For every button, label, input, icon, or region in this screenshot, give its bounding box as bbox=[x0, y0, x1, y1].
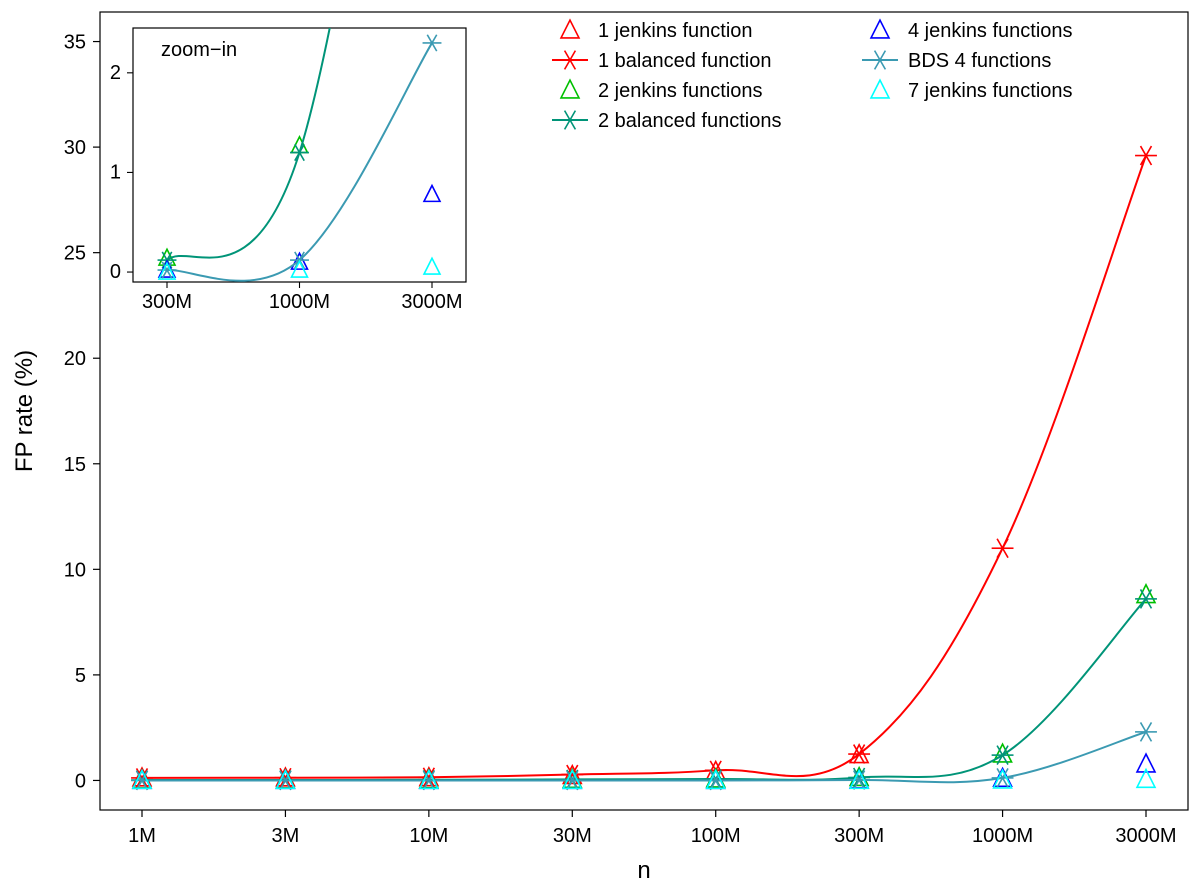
legend-item-balanced1: 1 balanced function bbox=[552, 50, 771, 72]
inset-title: zoom−in bbox=[161, 39, 237, 61]
y-tick-label: 5 bbox=[75, 665, 86, 687]
legend-label: BDS 4 functions bbox=[908, 50, 1051, 72]
x-tick-label: 30M bbox=[553, 825, 592, 847]
x-tick-label: 3M bbox=[272, 825, 300, 847]
inset-x-tick: 1000M bbox=[269, 291, 330, 313]
legend-item-jenkins4: 4 jenkins functions bbox=[871, 20, 1073, 42]
y-tick-label: 10 bbox=[64, 559, 86, 581]
legend-item-balanced2: 2 balanced functions bbox=[552, 110, 781, 132]
inset-x-tick: 3000M bbox=[401, 291, 462, 313]
legend-label: 2 balanced functions bbox=[598, 110, 781, 132]
legend-label: 4 jenkins functions bbox=[908, 20, 1073, 42]
series-line-balanced2 bbox=[142, 599, 1146, 780]
legend-item-jenkins1: 1 jenkins function bbox=[561, 20, 753, 42]
x-tick-label: 300M bbox=[834, 825, 884, 847]
legend-label: 7 jenkins functions bbox=[908, 80, 1073, 102]
y-axis-label: FP rate (%) bbox=[11, 350, 38, 472]
inset-y-tick: 0 bbox=[110, 261, 121, 283]
y-tick-label: 30 bbox=[64, 137, 86, 159]
legend-item-jenkins2: 2 jenkins functions bbox=[561, 80, 763, 102]
inset-y-tick: 1 bbox=[110, 161, 121, 183]
y-tick-label: 25 bbox=[64, 243, 86, 265]
x-tick-label: 100M bbox=[691, 825, 741, 847]
chart-svg: 1M3M10M30M100M300M1000M3000M051015202530… bbox=[0, 0, 1200, 891]
legend-item-bds4: BDS 4 functions bbox=[862, 50, 1051, 72]
legend-label: 2 jenkins functions bbox=[598, 80, 763, 102]
y-tick-label: 20 bbox=[64, 348, 86, 370]
legend-label: 1 balanced function bbox=[598, 50, 771, 72]
y-tick-label: 0 bbox=[75, 770, 86, 792]
y-tick-label: 15 bbox=[64, 454, 86, 476]
legend-item-jenkins7: 7 jenkins functions bbox=[871, 80, 1073, 102]
x-tick-label: 1000M bbox=[972, 825, 1033, 847]
legend-label: 1 jenkins function bbox=[598, 20, 753, 42]
inset-x-tick: 300M bbox=[142, 291, 192, 313]
y-tick-label: 35 bbox=[64, 32, 86, 54]
x-tick-label: 10M bbox=[409, 825, 448, 847]
x-tick-label: 1M bbox=[128, 825, 156, 847]
legend: 1 jenkins function 1 balanced function 2 j… bbox=[552, 20, 1073, 132]
inset-y-tick: 2 bbox=[110, 62, 121, 84]
x-tick-label: 3000M bbox=[1115, 825, 1176, 847]
x-axis-label: n bbox=[637, 857, 650, 884]
chart-container: 1M3M10M30M100M300M1000M3000M051015202530… bbox=[0, 0, 1200, 891]
